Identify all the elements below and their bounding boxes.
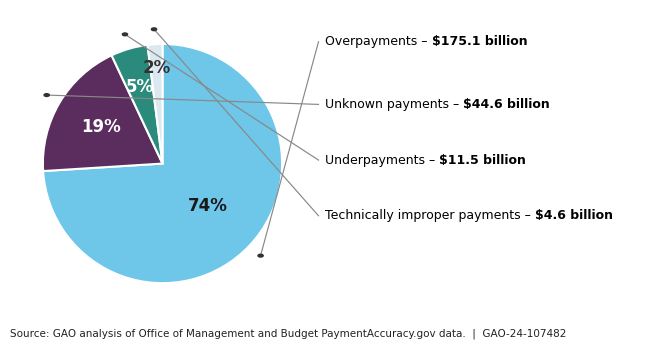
Text: 2%: 2% bbox=[142, 59, 170, 77]
Text: $11.5 billion: $11.5 billion bbox=[439, 153, 526, 167]
Wedge shape bbox=[148, 44, 162, 164]
Text: 19%: 19% bbox=[81, 118, 121, 136]
Text: 74%: 74% bbox=[188, 197, 228, 215]
Wedge shape bbox=[112, 45, 162, 164]
Wedge shape bbox=[43, 44, 282, 283]
Wedge shape bbox=[43, 55, 162, 171]
Text: $4.6 billion: $4.6 billion bbox=[535, 209, 613, 222]
Text: Technically improper payments –: Technically improper payments – bbox=[325, 209, 535, 222]
Text: $175.1 billion: $175.1 billion bbox=[432, 35, 527, 48]
Text: $44.6 billion: $44.6 billion bbox=[463, 98, 550, 111]
Text: 5%: 5% bbox=[126, 78, 154, 96]
Text: Overpayments –: Overpayments – bbox=[325, 35, 432, 48]
Text: Underpayments –: Underpayments – bbox=[325, 153, 439, 167]
Text: Unknown payments –: Unknown payments – bbox=[325, 98, 463, 111]
Text: Source: GAO analysis of Office of Management and Budget PaymentAccuracy.gov data: Source: GAO analysis of Office of Manage… bbox=[10, 329, 566, 339]
